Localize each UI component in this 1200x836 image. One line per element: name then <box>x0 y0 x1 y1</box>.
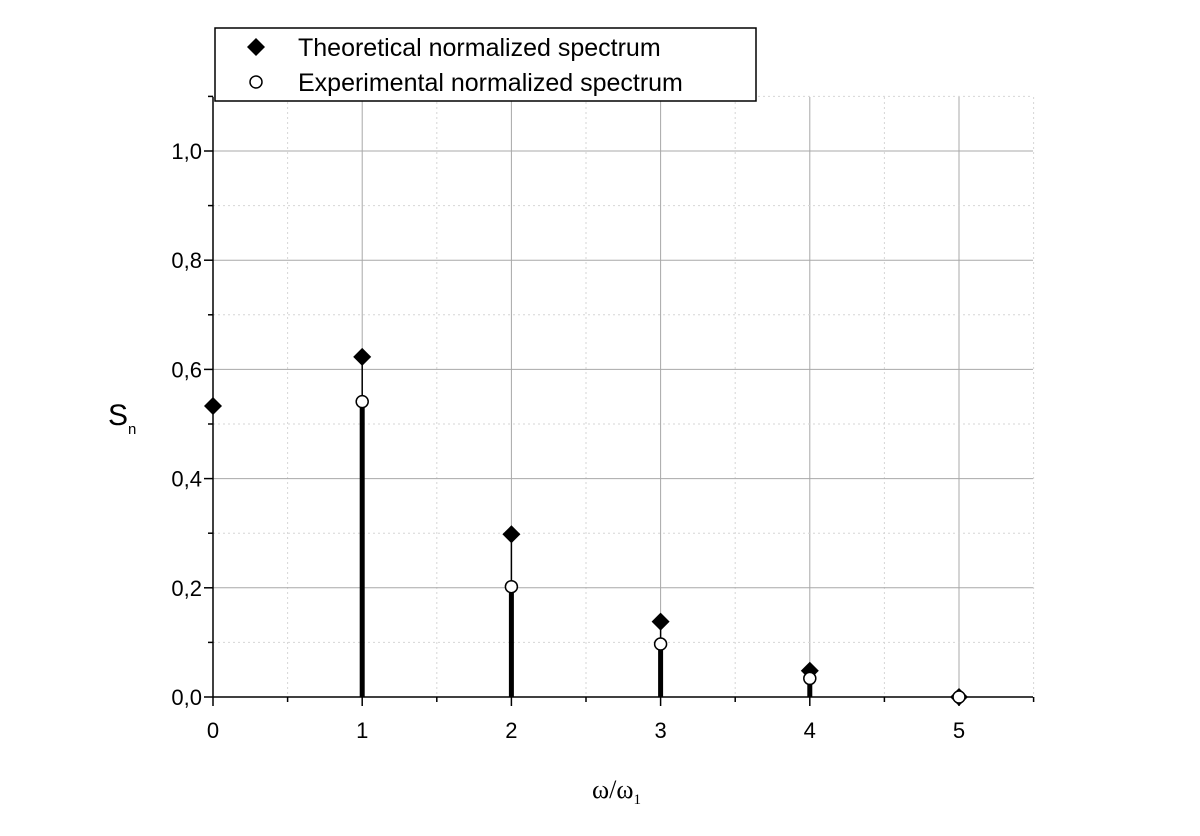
y-axis-label: Sn <box>108 399 136 438</box>
legend-theoretical-marker <box>247 38 265 56</box>
markers <box>204 347 968 706</box>
y-tick-label: 0,4 <box>171 467 202 492</box>
x-tick-label: 2 <box>505 718 517 743</box>
theoretical-point <box>353 347 372 366</box>
x-tick-label: 0 <box>207 718 219 743</box>
legend-experimental-label: Experimental normalized spectrum <box>298 69 683 97</box>
x-tick-label: 5 <box>953 718 965 743</box>
theoretical-point <box>651 612 670 631</box>
y-tick-label: 0,8 <box>171 248 202 273</box>
y-tick-label: 0,2 <box>171 576 202 601</box>
x-tick-label: 3 <box>654 718 666 743</box>
y-tick-label: 1,0 <box>171 139 202 164</box>
axes <box>212 97 1033 698</box>
experimental-point <box>803 671 817 686</box>
legend-box <box>214 27 757 102</box>
x-tick-label: 1 <box>356 718 368 743</box>
x-axis-ticks: 0 1 2 3 4 5 <box>207 697 1035 743</box>
legend-theoretical-label: Theoretical normalized spectrum <box>298 34 661 62</box>
experimental-point <box>355 394 369 409</box>
x-tick-label: 4 <box>804 718 816 743</box>
y-tick-label: 0,0 <box>171 685 202 710</box>
theoretical-point <box>204 396 222 415</box>
experimental-point <box>653 637 668 651</box>
experimental-point <box>504 579 519 594</box>
experimental-point <box>952 690 966 704</box>
stems <box>359 356 813 697</box>
legend: Theoretical normalized spectrum Experime… <box>214 27 757 102</box>
y-axis-label-subscript: n <box>128 421 136 438</box>
y-axis-ticks: 0,0 0,2 0,4 0,6 0,8 1,0 <box>171 95 213 710</box>
y-tick-label: 0,6 <box>171 357 202 382</box>
grid <box>213 95 1035 697</box>
x-axis-label: ω/ω1 <box>592 775 641 808</box>
legend-experimental-marker <box>249 75 263 89</box>
theoretical-point <box>502 525 521 544</box>
x-axis-label-subscript: 1 <box>633 792 641 808</box>
